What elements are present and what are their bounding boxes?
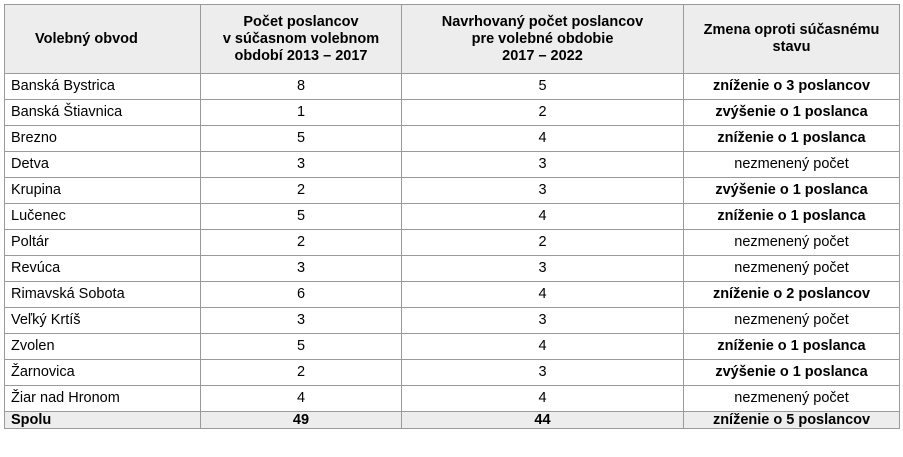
table-row: Zvolen 5 4 zníženie o 1 poslanca (4, 333, 900, 360)
cell-current: 3 (200, 255, 402, 282)
cell-current: 3 (200, 307, 402, 334)
table-row: Krupina 2 3 zvýšenie o 1 poslanca (4, 177, 900, 204)
cell-current: 5 (200, 333, 402, 360)
cell-change: zníženie o 3 poslancov (683, 73, 900, 100)
cell-change: zníženie o 1 poslanca (683, 203, 900, 230)
cell-proposed: 4 (401, 203, 684, 230)
header-proposed-line2: pre volebné obdobie (471, 30, 614, 47)
table-row: Rimavská Sobota 6 4 zníženie o 2 poslancov (4, 281, 900, 308)
deputies-table: Volebný obvod Počet poslancov v súčasnom… (4, 4, 900, 429)
cell-district: Zvolen (4, 333, 201, 360)
cell-current: 5 (200, 203, 402, 230)
cell-change: zníženie o 2 poslancov (683, 281, 900, 308)
cell-change: zníženie o 1 poslanca (683, 125, 900, 152)
cell-proposed: 3 (401, 177, 684, 204)
cell-proposed: 3 (401, 307, 684, 334)
cell-current: 2 (200, 229, 402, 256)
total-proposed: 44 (401, 411, 684, 429)
cell-current: 4 (200, 385, 402, 412)
cell-district: Žiar nad Hronom (4, 385, 201, 412)
total-row: Spolu 49 44 zníženie o 5 poslancov (4, 411, 900, 429)
cell-current: 6 (200, 281, 402, 308)
header-district: Volebný obvod (4, 4, 201, 74)
cell-change: zvýšenie o 1 poslanca (683, 99, 900, 126)
cell-district: Veľký Krtíš (4, 307, 201, 334)
cell-district: Banská Štiavnica (4, 99, 201, 126)
cell-current: 1 (200, 99, 402, 126)
header-current-line3: období 2013 – 2017 (234, 47, 368, 64)
cell-district: Brezno (4, 125, 201, 152)
cell-proposed: 2 (401, 229, 684, 256)
cell-proposed: 4 (401, 281, 684, 308)
cell-current: 2 (200, 177, 402, 204)
cell-change: zníženie o 1 poslanca (683, 333, 900, 360)
cell-proposed: 2 (401, 99, 684, 126)
header-proposed-count: Navrhovaný počet poslancov pre volebné o… (401, 4, 684, 74)
cell-district: Rimavská Sobota (4, 281, 201, 308)
cell-change: nezmenený počet (683, 229, 900, 256)
table-row: Banská Bystrica 8 5 zníženie o 3 poslancov (4, 73, 900, 100)
cell-change: nezmenený počet (683, 385, 900, 412)
cell-change: nezmenený počet (683, 307, 900, 334)
table-row: Brezno 5 4 zníženie o 1 poslanca (4, 125, 900, 152)
table-body: Banská Bystrica 8 5 zníženie o 3 poslancov B… (4, 73, 900, 412)
cell-change: nezmenený počet (683, 151, 900, 178)
cell-proposed: 3 (401, 255, 684, 282)
cell-district: Lučenec (4, 203, 201, 230)
cell-current: 2 (200, 359, 402, 386)
table-row: Banská Štiavnica 1 2 zvýšenie o 1 poslanca (4, 99, 900, 126)
total-current: 49 (200, 411, 402, 429)
cell-proposed: 5 (401, 73, 684, 100)
table-row: Lučenec 5 4 zníženie o 1 poslanca (4, 203, 900, 230)
table-header-row: Volebný obvod Počet poslancov v súčasnom… (4, 4, 900, 74)
table-row: Revúca 3 3 nezmenený počet (4, 255, 900, 282)
cell-district: Banská Bystrica (4, 73, 201, 100)
cell-proposed: 4 (401, 125, 684, 152)
cell-proposed: 3 (401, 359, 684, 386)
table-row: Žiar nad Hronom 4 4 nezmenený počet (4, 385, 900, 412)
total-change: zníženie o 5 poslancov (683, 411, 900, 429)
total-label: Spolu (4, 411, 201, 429)
cell-current: 5 (200, 125, 402, 152)
cell-current: 3 (200, 151, 402, 178)
cell-district: Poltár (4, 229, 201, 256)
cell-district: Krupina (4, 177, 201, 204)
table-row: Poltár 2 2 nezmenený počet (4, 229, 900, 256)
cell-change: nezmenený počet (683, 255, 900, 282)
header-change-line1: Zmena oproti súčasnému (703, 22, 880, 38)
cell-proposed: 4 (401, 333, 684, 360)
header-change-line2: stavu (772, 39, 811, 55)
cell-district: Revúca (4, 255, 201, 282)
cell-district: Detva (4, 151, 201, 178)
table-row: Veľký Krtíš 3 3 nezmenený počet (4, 307, 900, 334)
cell-district: Žarnovica (4, 359, 201, 386)
cell-change: zvýšenie o 1 poslanca (683, 359, 900, 386)
cell-proposed: 4 (401, 385, 684, 412)
header-proposed-line1: Navrhovaný počet poslancov (441, 13, 644, 30)
header-proposed-line3: 2017 – 2022 (502, 47, 583, 64)
table-row: Detva 3 3 nezmenený počet (4, 151, 900, 178)
header-current-count: Počet poslancov v súčasnom volebnom obdo… (200, 4, 402, 74)
header-change: Zmena oproti súčasnému stavu (683, 4, 900, 74)
cell-change: zvýšenie o 1 poslanca (683, 177, 900, 204)
header-current-line1: Počet poslancov (243, 13, 359, 30)
table-row: Žarnovica 2 3 zvýšenie o 1 poslanca (4, 359, 900, 386)
header-current-line2: v súčasnom volebnom (222, 30, 380, 47)
cell-current: 8 (200, 73, 402, 100)
cell-proposed: 3 (401, 151, 684, 178)
